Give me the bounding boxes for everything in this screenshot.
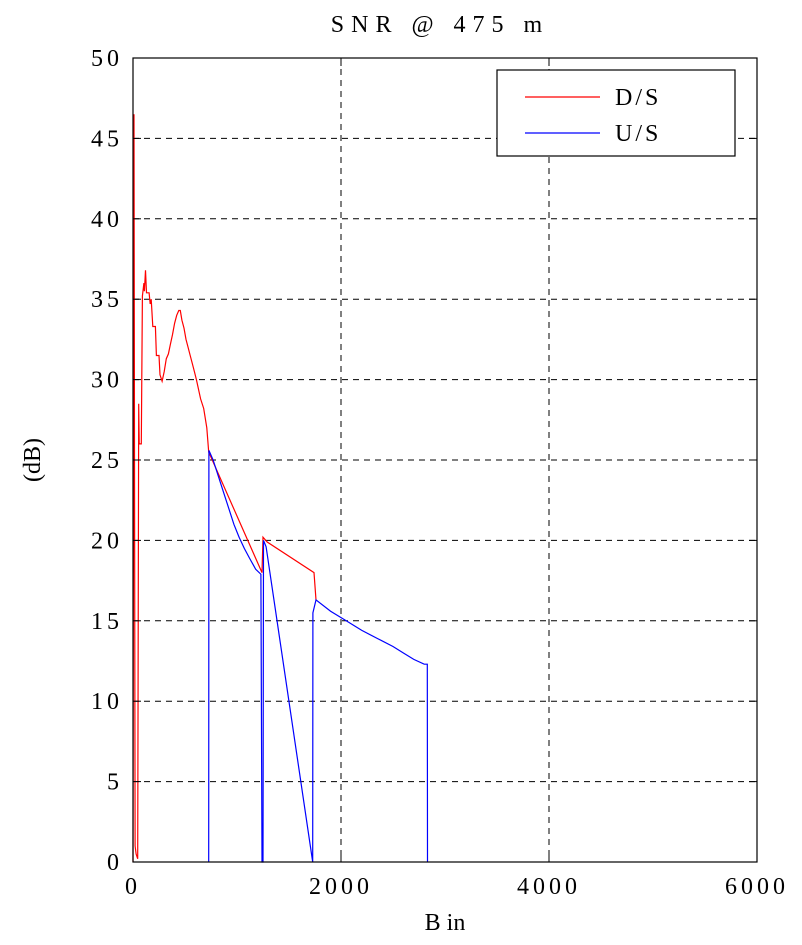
y-tick-label: 20 [91, 528, 123, 554]
x-tick-label: 2000 [309, 874, 373, 900]
series-layer [132, 114, 429, 863]
tick-labels: 0 2000 4000 6000 0 5 10 15 20 25 30 35 40 45 50 [91, 46, 789, 900]
legend: D/S U/S [496, 69, 736, 157]
axes-frame [132, 57, 758, 863]
x-axis-label: B in [425, 910, 466, 936]
grid-lines [133, 58, 757, 862]
legend-box [496, 69, 736, 157]
y-tick-label: 0 [107, 850, 123, 876]
x-tick-label: 4000 [517, 874, 581, 900]
y-tick-label: 45 [91, 126, 123, 152]
y-tick-label: 10 [91, 689, 123, 715]
legend-label-0: D/S [615, 85, 661, 111]
y-tick-label: 15 [91, 609, 123, 635]
series-line-1 [208, 450, 429, 863]
chart-title: SNR @ 475 m [331, 12, 549, 38]
legend-label-1: U/S [615, 121, 661, 147]
series-line-0 [132, 114, 317, 863]
y-tick-label: 30 [91, 368, 123, 394]
x-tick-label: 0 [125, 874, 141, 900]
y-tick-label: 35 [91, 287, 123, 313]
y-tick-label: 25 [91, 448, 123, 474]
y-axis-label: (dB) [20, 438, 46, 482]
y-tick-label: 40 [91, 207, 123, 233]
y-tick-label: 5 [107, 770, 123, 796]
y-tick-label: 50 [91, 46, 123, 72]
x-tick-label: 6000 [725, 874, 789, 900]
